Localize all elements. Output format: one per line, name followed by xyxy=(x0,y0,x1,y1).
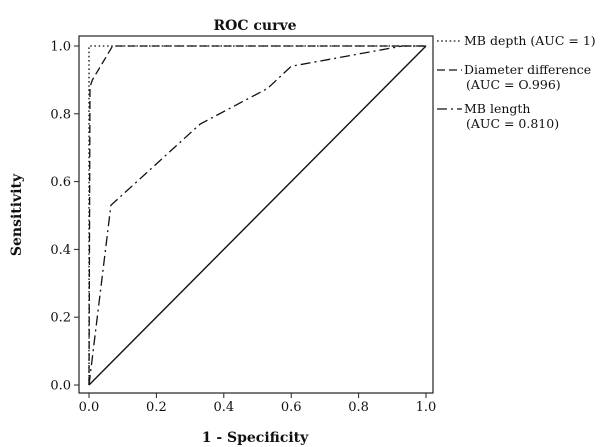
plot-frame xyxy=(78,35,434,394)
x-axis-label: 1 - Specificity xyxy=(202,430,309,446)
x-tick-label: 0.8 xyxy=(348,400,369,415)
series-line-reference xyxy=(88,45,427,386)
x-tick-label: 0.0 xyxy=(79,400,100,415)
y-tick-label: 1.0 xyxy=(50,40,71,55)
legend-label: Diameter difference xyxy=(464,62,591,77)
chart-title: ROC curve xyxy=(214,18,297,34)
y-tick-label: 0.2 xyxy=(50,311,71,326)
axis-ticks: 0.0 0.2 0.4 0.6 0.8 1.0 0.0 0.2 0.4 0.6 0.8 1.0 xyxy=(50,40,436,416)
legend: MB depth (AUC = 1)Diameter difference(AU… xyxy=(437,33,596,131)
x-tick-label: 1.0 xyxy=(416,400,437,415)
y-tick-label: 0.6 xyxy=(50,175,71,190)
legend-label: (AUC = O.996) xyxy=(466,77,561,92)
series-line-diameter-difference xyxy=(88,45,426,386)
series-group xyxy=(88,45,427,386)
series-line-mb-length xyxy=(88,45,426,386)
x-tick-label: 0.6 xyxy=(281,400,302,415)
x-tick-label: 0.4 xyxy=(213,400,234,415)
legend-label: (AUC = 0.810) xyxy=(466,116,559,131)
y-axis-label: Sensitivity xyxy=(9,173,25,256)
legend-label: MB length xyxy=(464,101,530,116)
y-tick-label: 0.8 xyxy=(50,107,71,122)
y-tick-label: 0.0 xyxy=(50,379,71,394)
x-tick-label: 0.2 xyxy=(146,400,167,415)
y-tick-label: 0.4 xyxy=(50,243,71,258)
legend-label: MB depth (AUC = 1) xyxy=(464,33,596,48)
